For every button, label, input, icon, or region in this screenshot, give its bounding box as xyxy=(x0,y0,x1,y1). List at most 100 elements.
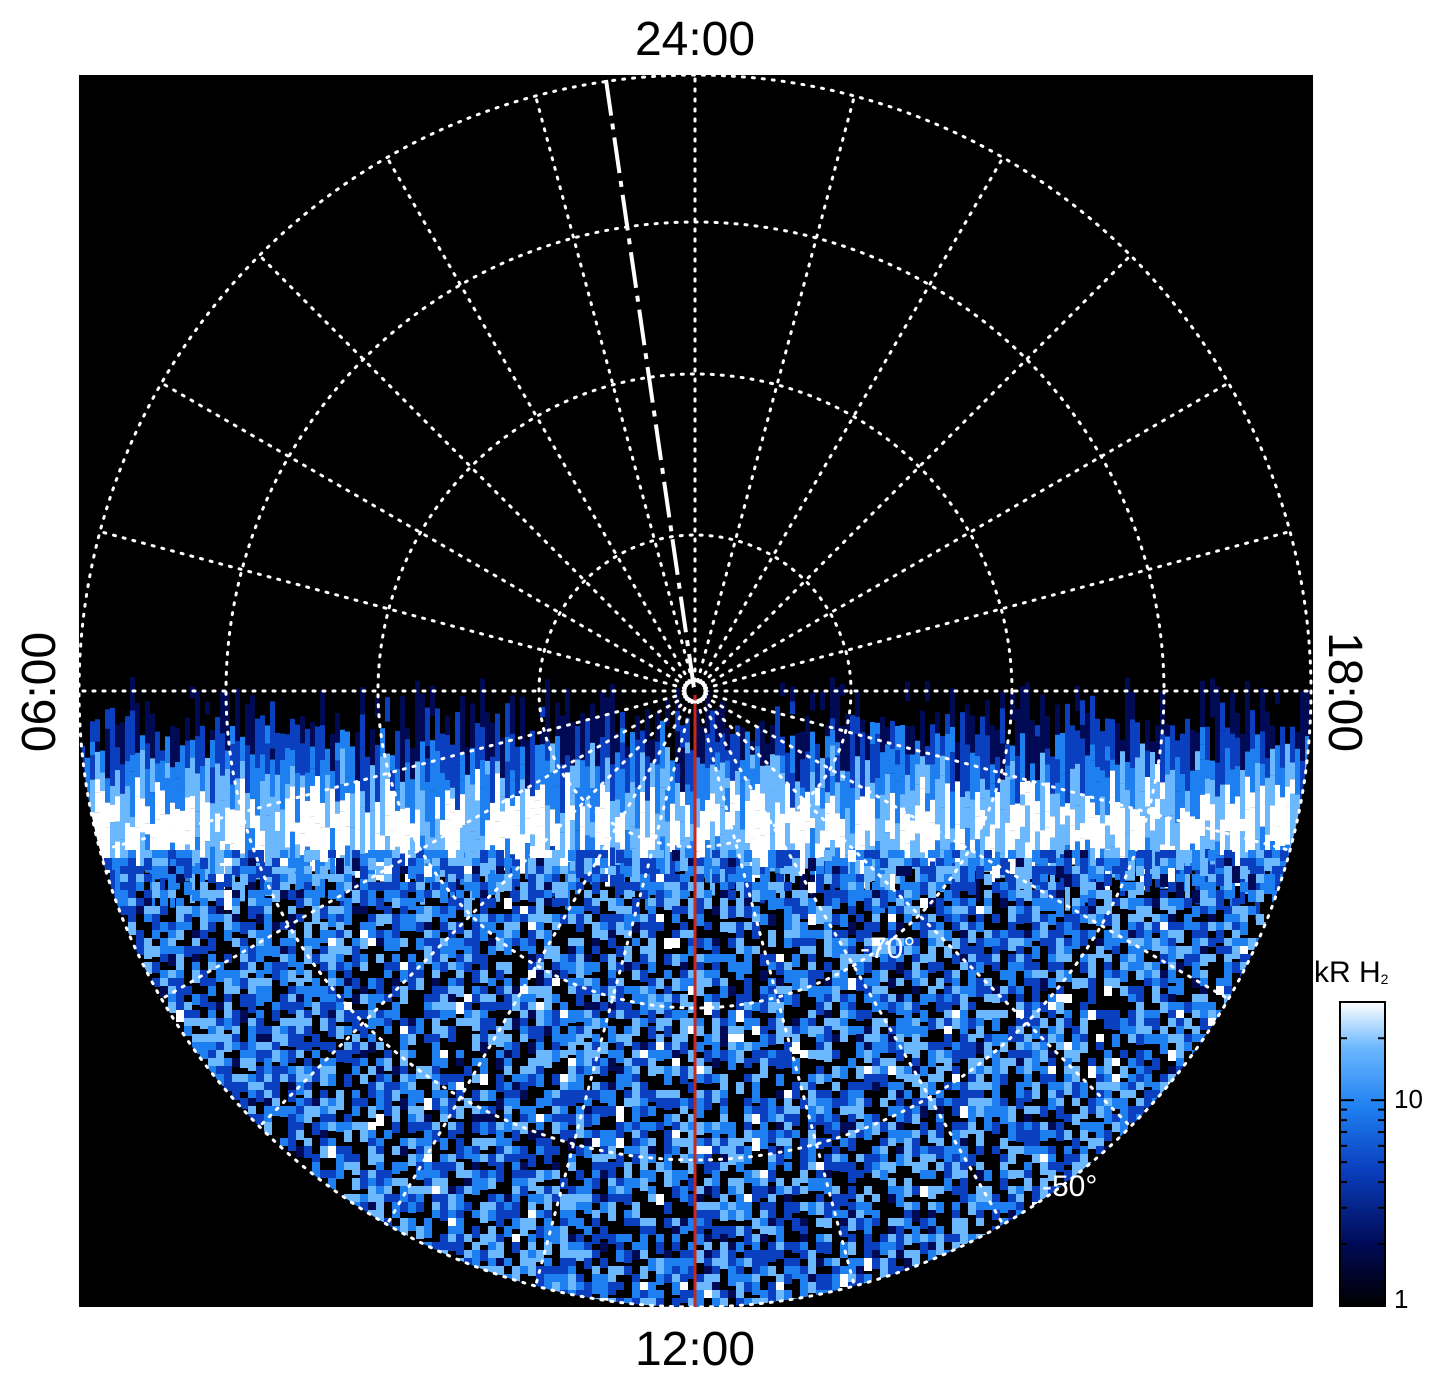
emission-pixel xyxy=(576,1058,584,1067)
emission-pixel xyxy=(696,1122,704,1135)
emission-streak xyxy=(1285,703,1290,744)
emission-streak xyxy=(1225,831,1230,864)
emission-pixel xyxy=(272,850,280,863)
emission-pixel xyxy=(984,986,992,999)
emission-pixel xyxy=(864,1098,872,1107)
emission-streak xyxy=(485,774,490,821)
emission-streak xyxy=(900,776,905,795)
emission-streak xyxy=(640,682,645,694)
emission-pixel xyxy=(512,1090,520,1100)
emission-streak xyxy=(305,772,310,802)
emission-pixel xyxy=(528,930,536,940)
emission-pixel xyxy=(704,938,712,950)
emission-streak xyxy=(185,767,190,798)
emission-pixel xyxy=(568,1026,576,1038)
emission-pixel xyxy=(1112,922,1120,933)
emission-pixel xyxy=(616,1106,624,1114)
emission-pixel xyxy=(536,890,544,903)
emission-pixel xyxy=(568,986,576,994)
emission-pixel xyxy=(256,1042,264,1054)
emission-pixel xyxy=(1016,962,1024,971)
emission-streak xyxy=(340,684,345,730)
emission-pixel xyxy=(672,1098,680,1108)
emission-pixel xyxy=(968,1106,976,1117)
emission-streak xyxy=(1240,818,1245,832)
emission-streak xyxy=(980,798,985,810)
emission-pixel xyxy=(376,914,384,926)
emission-pixel xyxy=(768,890,776,901)
emission-pixel xyxy=(552,962,560,972)
emission-pixel xyxy=(1200,954,1208,966)
emission-pixel xyxy=(976,906,984,919)
emission-streak xyxy=(1085,712,1090,756)
emission-streak xyxy=(485,760,490,775)
emission-pixel xyxy=(1232,866,1240,875)
emission-pixel xyxy=(608,1106,616,1116)
emission-pixel xyxy=(536,898,544,907)
emission-pixel xyxy=(1232,874,1240,883)
emission-pixel xyxy=(664,1026,672,1037)
emission-pixel xyxy=(1264,850,1272,858)
emission-streak xyxy=(965,672,970,705)
emission-pixel xyxy=(688,930,696,942)
emission-pixel xyxy=(408,1122,416,1133)
emission-pixel xyxy=(968,858,976,871)
emission-streak xyxy=(1065,772,1070,804)
emission-pixel xyxy=(432,986,440,997)
emission-pixel xyxy=(464,1146,472,1159)
emission-pixel xyxy=(208,1026,216,1034)
emission-pixel xyxy=(1032,986,1040,996)
emission-pixel xyxy=(672,1058,680,1071)
emission-streak xyxy=(370,765,375,811)
emission-streak xyxy=(710,821,715,863)
emission-pixel xyxy=(528,1130,536,1140)
emission-pixel xyxy=(912,1146,920,1157)
emission-pixel xyxy=(296,1050,304,1058)
emission-pixel xyxy=(336,874,344,882)
emission-streak xyxy=(540,744,545,785)
emission-pixel xyxy=(496,1130,504,1143)
emission-streak xyxy=(440,772,445,820)
emission-pixel xyxy=(368,914,376,923)
emission-pixel xyxy=(360,954,368,962)
emission-pixel xyxy=(592,1066,600,1074)
emission-pixel xyxy=(680,1074,688,1084)
emission-pixel xyxy=(208,1042,216,1052)
emission-pixel xyxy=(560,1018,568,1026)
emission-pixel xyxy=(360,1042,368,1052)
emission-streak xyxy=(120,721,125,765)
emission-streak xyxy=(875,818,880,842)
emission-streak xyxy=(1275,680,1280,693)
emission-pixel xyxy=(424,1098,432,1110)
emission-streak xyxy=(515,810,520,826)
emission-pixel xyxy=(736,994,744,1007)
emission-pixel xyxy=(232,970,240,981)
emission-pixel xyxy=(456,1050,464,1060)
emission-streak xyxy=(1115,801,1120,848)
emission-streak xyxy=(905,843,910,868)
emission-pixel xyxy=(920,978,928,986)
emission-streak xyxy=(665,821,670,846)
emission-streak xyxy=(1000,691,1005,709)
emission-pixel xyxy=(488,898,496,908)
emission-pixel xyxy=(728,1122,736,1130)
emission-streak xyxy=(350,679,355,699)
emission-streak xyxy=(135,827,140,868)
emission-pixel xyxy=(664,938,672,949)
emission-pixel xyxy=(344,978,352,987)
emission-pixel xyxy=(632,906,640,916)
emission-pixel xyxy=(1200,938,1208,947)
emission-streak xyxy=(105,827,110,873)
emission-pixel xyxy=(576,1106,584,1115)
emission-pixel xyxy=(400,1146,408,1156)
emission-pixel xyxy=(472,1074,480,1083)
emission-streak xyxy=(780,755,785,773)
emission-pixel xyxy=(712,1010,720,1019)
emission-pixel xyxy=(952,1082,960,1090)
emission-streak xyxy=(385,658,390,698)
emission-pixel xyxy=(904,890,912,898)
emission-pixel xyxy=(216,850,224,863)
emission-pixel xyxy=(824,1106,832,1115)
emission-pixel xyxy=(984,978,992,989)
emission-pixel xyxy=(840,1010,848,1022)
